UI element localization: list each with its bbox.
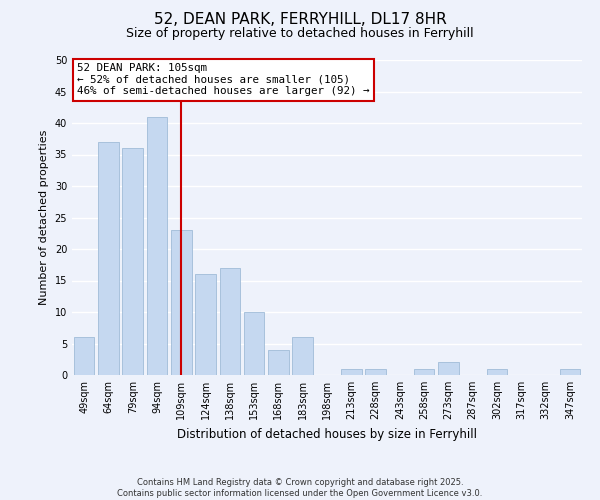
Bar [244,312,265,375]
X-axis label: Distribution of detached houses by size in Ferryhill: Distribution of detached houses by size … [177,428,477,440]
Y-axis label: Number of detached properties: Number of detached properties [39,130,49,305]
Text: Contains HM Land Registry data © Crown copyright and database right 2025.
Contai: Contains HM Land Registry data © Crown c… [118,478,482,498]
Bar [98,142,119,375]
Bar [560,368,580,375]
Text: 52, DEAN PARK, FERRYHILL, DL17 8HR: 52, DEAN PARK, FERRYHILL, DL17 8HR [154,12,446,28]
Text: Size of property relative to detached houses in Ferryhill: Size of property relative to detached ho… [126,28,474,40]
Bar [171,230,191,375]
Bar [195,274,216,375]
Bar [414,368,434,375]
Bar [292,337,313,375]
Text: 52 DEAN PARK: 105sqm
← 52% of detached houses are smaller (105)
46% of semi-deta: 52 DEAN PARK: 105sqm ← 52% of detached h… [77,63,370,96]
Bar [487,368,508,375]
Bar [341,368,362,375]
Bar [74,337,94,375]
Bar [365,368,386,375]
Bar [268,350,289,375]
Bar [122,148,143,375]
Bar [146,116,167,375]
Bar [220,268,240,375]
Bar [438,362,459,375]
